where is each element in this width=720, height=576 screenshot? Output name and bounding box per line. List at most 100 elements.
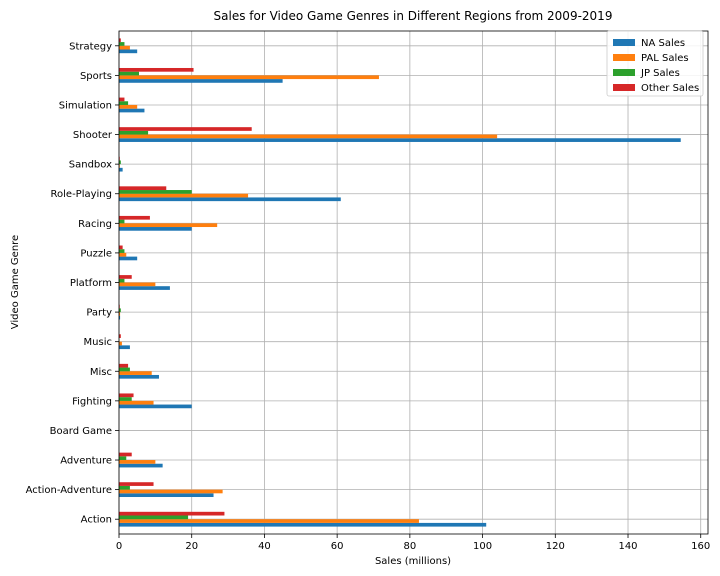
bar-other-sales: [119, 452, 132, 457]
legend-label: PAL Sales: [641, 53, 689, 64]
bar-na-sales: [119, 197, 341, 202]
y-tick-label: Role-Playing: [51, 189, 112, 200]
legend-box: [606, 30, 704, 97]
legend-label: JP Sales: [640, 68, 680, 79]
bar-pal-sales: [119, 75, 379, 80]
y-tick-label: Fighting: [72, 396, 112, 407]
y-axis-label: Video Game Genre: [10, 235, 21, 329]
bar-na-sales: [119, 256, 138, 261]
x-tick-label: 120: [546, 541, 565, 552]
y-tick-label: Simulation: [59, 100, 112, 111]
bar-pal-sales: [119, 134, 498, 139]
bar-jp-sales: [119, 278, 125, 283]
x-tick-label: 40: [258, 541, 271, 552]
y-tick-label: Action-Adventure: [26, 485, 112, 496]
bar-na-sales: [119, 493, 214, 498]
bar-other-sales: [119, 38, 121, 43]
bar-pal-sales: [119, 312, 121, 316]
bar-pal-sales: [119, 223, 218, 228]
bar-other-sales: [119, 97, 125, 102]
legend-label: Other Sales: [641, 83, 699, 94]
y-axis: Action Action-Adventure Adventure Board Gam…: [26, 41, 119, 526]
bar-jp-sales: [119, 190, 192, 194]
bar-na-sales: [119, 108, 145, 113]
y-tick-label: Sports: [80, 71, 112, 82]
bar-na-sales: [119, 315, 121, 320]
bar-other-sales: [119, 363, 129, 368]
y-tick-label: Action: [81, 515, 112, 526]
bar-pal-sales: [119, 45, 130, 50]
y-tick-label: Party: [86, 308, 112, 319]
bar-other-sales: [119, 334, 121, 338]
bars: [119, 38, 681, 527]
bar-jp-sales: [119, 71, 139, 76]
x-tick-label: 60: [331, 541, 344, 552]
y-tick-label: Puzzle: [80, 248, 112, 259]
bar-jp-sales: [119, 219, 125, 224]
y-tick-label: Strategy: [69, 41, 112, 52]
bar-na-sales: [119, 345, 130, 350]
bar-na-sales: [119, 167, 123, 172]
bar-other-sales: [119, 67, 194, 72]
y-tick-label: Sandbox: [69, 160, 112, 171]
bar-other-sales: [119, 275, 132, 279]
bar-na-sales: [119, 227, 192, 231]
bar-na-sales: [119, 49, 138, 54]
legend: NA Sales PAL Sales JP Sales Other Sales: [606, 30, 704, 97]
bar-pal-sales: [119, 252, 127, 257]
bar-na-sales: [119, 374, 159, 379]
bar-jp-sales: [119, 42, 125, 46]
bar-jp-sales: [119, 249, 125, 253]
bar-pal-sales: [119, 400, 154, 405]
x-tick-label: 160: [691, 541, 710, 552]
bar-pal-sales: [119, 460, 156, 464]
y-tick-label: Shooter: [73, 130, 113, 141]
bar-na-sales: [119, 286, 170, 290]
bar-jp-sales: [119, 130, 149, 135]
y-tick-label: Platform: [70, 278, 112, 289]
bar-na-sales: [119, 463, 163, 468]
x-tick-label: 100: [473, 541, 492, 552]
x-axis-label: Sales (millions): [375, 556, 451, 567]
legend-swatch: [613, 54, 635, 61]
y-tick-label: Board Game: [50, 426, 112, 437]
x-tick-label: 0: [116, 541, 122, 552]
legend-label: NA Sales: [641, 38, 685, 49]
bar-jp-sales: [119, 308, 121, 313]
bar-other-sales: [119, 215, 150, 220]
bar-pal-sales: [119, 341, 122, 346]
bar-pal-sales: [119, 104, 138, 109]
y-tick-label: Racing: [78, 219, 112, 230]
bar-other-sales: [119, 186, 167, 191]
bar-other-sales: [119, 511, 225, 516]
bar-jp-sales: [119, 485, 130, 490]
bar-other-sales: [119, 245, 123, 250]
legend-swatch: [613, 39, 635, 46]
legend-swatch: [613, 84, 635, 91]
y-tick-label: Adventure: [60, 456, 112, 467]
x-tick-label: 20: [185, 541, 198, 552]
bar-pal-sales: [119, 371, 152, 375]
legend-swatch: [613, 69, 635, 76]
bar-jp-sales: [119, 160, 121, 165]
bar-jp-sales: [119, 101, 129, 105]
y-tick-label: Music: [84, 337, 112, 348]
bar-other-sales: [119, 482, 154, 486]
bar-jp-sales: [119, 397, 132, 401]
x-axis: 0 20 40 60 80 100 120 140 160: [116, 534, 710, 552]
y-tick-label: Misc: [90, 367, 112, 378]
bar-jp-sales: [119, 456, 127, 461]
bar-pal-sales: [119, 519, 419, 523]
bar-na-sales: [119, 79, 283, 83]
bar-na-sales: [119, 404, 192, 409]
bar-pal-sales: [119, 489, 223, 494]
x-tick-label: 80: [403, 541, 416, 552]
bar-pal-sales: [119, 282, 156, 287]
bar-na-sales: [119, 522, 487, 527]
bar-other-sales: [119, 127, 252, 131]
bar-jp-sales: [119, 515, 189, 520]
bar-jp-sales: [119, 367, 130, 372]
bar-na-sales: [119, 138, 681, 142]
chart-title: Sales for Video Game Genres in Different…: [214, 9, 613, 23]
